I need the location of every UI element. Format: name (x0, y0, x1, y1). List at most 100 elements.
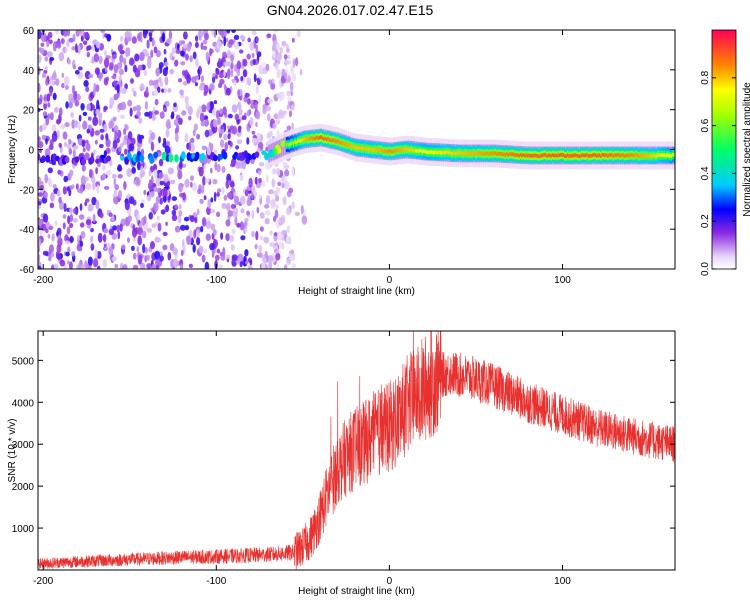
noise-blob (131, 166, 136, 174)
ridge-cell (356, 146, 359, 151)
noise-blob (132, 264, 139, 269)
noise-blob (296, 30, 301, 38)
noise-blob (154, 250, 161, 260)
noise-blob (244, 189, 249, 197)
noise-blob (209, 167, 213, 174)
ridge-cell (659, 153, 662, 158)
noise-blob (203, 119, 209, 127)
noise-blob (229, 181, 235, 188)
ridge-cell (435, 150, 437, 155)
noise-blob (173, 258, 178, 269)
noise-blob (165, 66, 169, 71)
noise-blob (178, 210, 183, 217)
noise-blob (73, 207, 77, 214)
ridge-cell (464, 151, 467, 155)
noise-blob (272, 40, 278, 46)
noise-blob (98, 143, 104, 149)
noise-blob (68, 93, 74, 100)
ridge-cell (321, 136, 324, 140)
noise-blob (50, 192, 55, 202)
noise-blob (152, 183, 156, 188)
noise-blob (232, 125, 238, 135)
noise-blob (203, 91, 208, 96)
noise-blob (92, 149, 97, 155)
ridge-cell (120, 155, 125, 161)
ridge-cell (661, 153, 663, 157)
noise-blob (202, 39, 208, 45)
noise-blob (251, 230, 255, 238)
noise-blob (71, 119, 76, 129)
ridge-cell (323, 137, 325, 141)
noise-blob (162, 231, 168, 237)
noise-blob (221, 186, 225, 195)
noise-blob (137, 64, 143, 71)
ridge-cell (254, 151, 260, 158)
noise-blob (230, 162, 236, 168)
noise-blob (239, 221, 245, 231)
noise-blob (108, 246, 114, 256)
noise-blob (95, 84, 100, 93)
noise-blob (114, 130, 117, 141)
noise-blob (212, 179, 218, 185)
noise-blob (184, 96, 189, 104)
noise-blob (38, 98, 43, 105)
ridge-cell (200, 152, 206, 162)
noise-blob (204, 129, 210, 138)
ridge-cell (497, 151, 500, 156)
noise-blob (283, 264, 288, 269)
noise-blob (105, 170, 112, 176)
ridge-cell (633, 154, 636, 158)
noise-blob (173, 102, 177, 108)
ridge-cell (453, 150, 455, 155)
noise-blob (109, 62, 114, 70)
noise-blob (274, 209, 279, 219)
ridge-cell (355, 145, 357, 150)
noise-blob (156, 187, 161, 193)
noise-blob (246, 137, 250, 145)
noise-blob (210, 209, 216, 214)
noise-blob (237, 101, 242, 110)
noise-blob (163, 137, 167, 144)
noise-blob (235, 161, 242, 169)
noise-blob (87, 45, 92, 51)
noise-blob (180, 263, 183, 269)
noise-blob (149, 192, 153, 197)
noise-blob (233, 64, 238, 72)
ridge-cell (380, 148, 382, 152)
noise-blob (119, 223, 123, 232)
ridge-cell (344, 142, 346, 146)
noise-blob (103, 243, 107, 248)
noise-blob (225, 254, 231, 259)
noise-blob (112, 139, 118, 149)
noise-blob (86, 103, 92, 111)
ridge-cell (572, 153, 575, 158)
noise-blob (255, 44, 259, 54)
noise-blob (235, 145, 240, 150)
ridge-cell (507, 153, 509, 157)
noise-blob (72, 149, 76, 158)
ridge-cell (539, 154, 541, 158)
ridge-cell (456, 151, 458, 156)
x-tick-label: -100 (206, 576, 226, 587)
noise-blob (237, 89, 241, 97)
ridge-cell (427, 150, 429, 155)
noise-blob (81, 164, 86, 172)
noise-blob (53, 263, 59, 269)
noise-blob (291, 104, 295, 111)
noise-blob (143, 189, 147, 195)
ridge-cell (382, 149, 385, 154)
noise-blob (184, 225, 190, 231)
ridge-cell (551, 153, 554, 157)
noise-blob (278, 241, 283, 250)
noise-blob (206, 206, 211, 215)
noise-blob (51, 132, 58, 142)
noise-blob (116, 83, 120, 94)
noise-blob (191, 76, 197, 84)
noise-blob (228, 39, 234, 45)
noise-blob (146, 227, 152, 233)
noise-blob (265, 195, 271, 205)
noise-blob (53, 106, 59, 113)
ridge-cell (598, 153, 601, 158)
noise-blob (153, 202, 159, 212)
noise-blob (272, 123, 277, 129)
